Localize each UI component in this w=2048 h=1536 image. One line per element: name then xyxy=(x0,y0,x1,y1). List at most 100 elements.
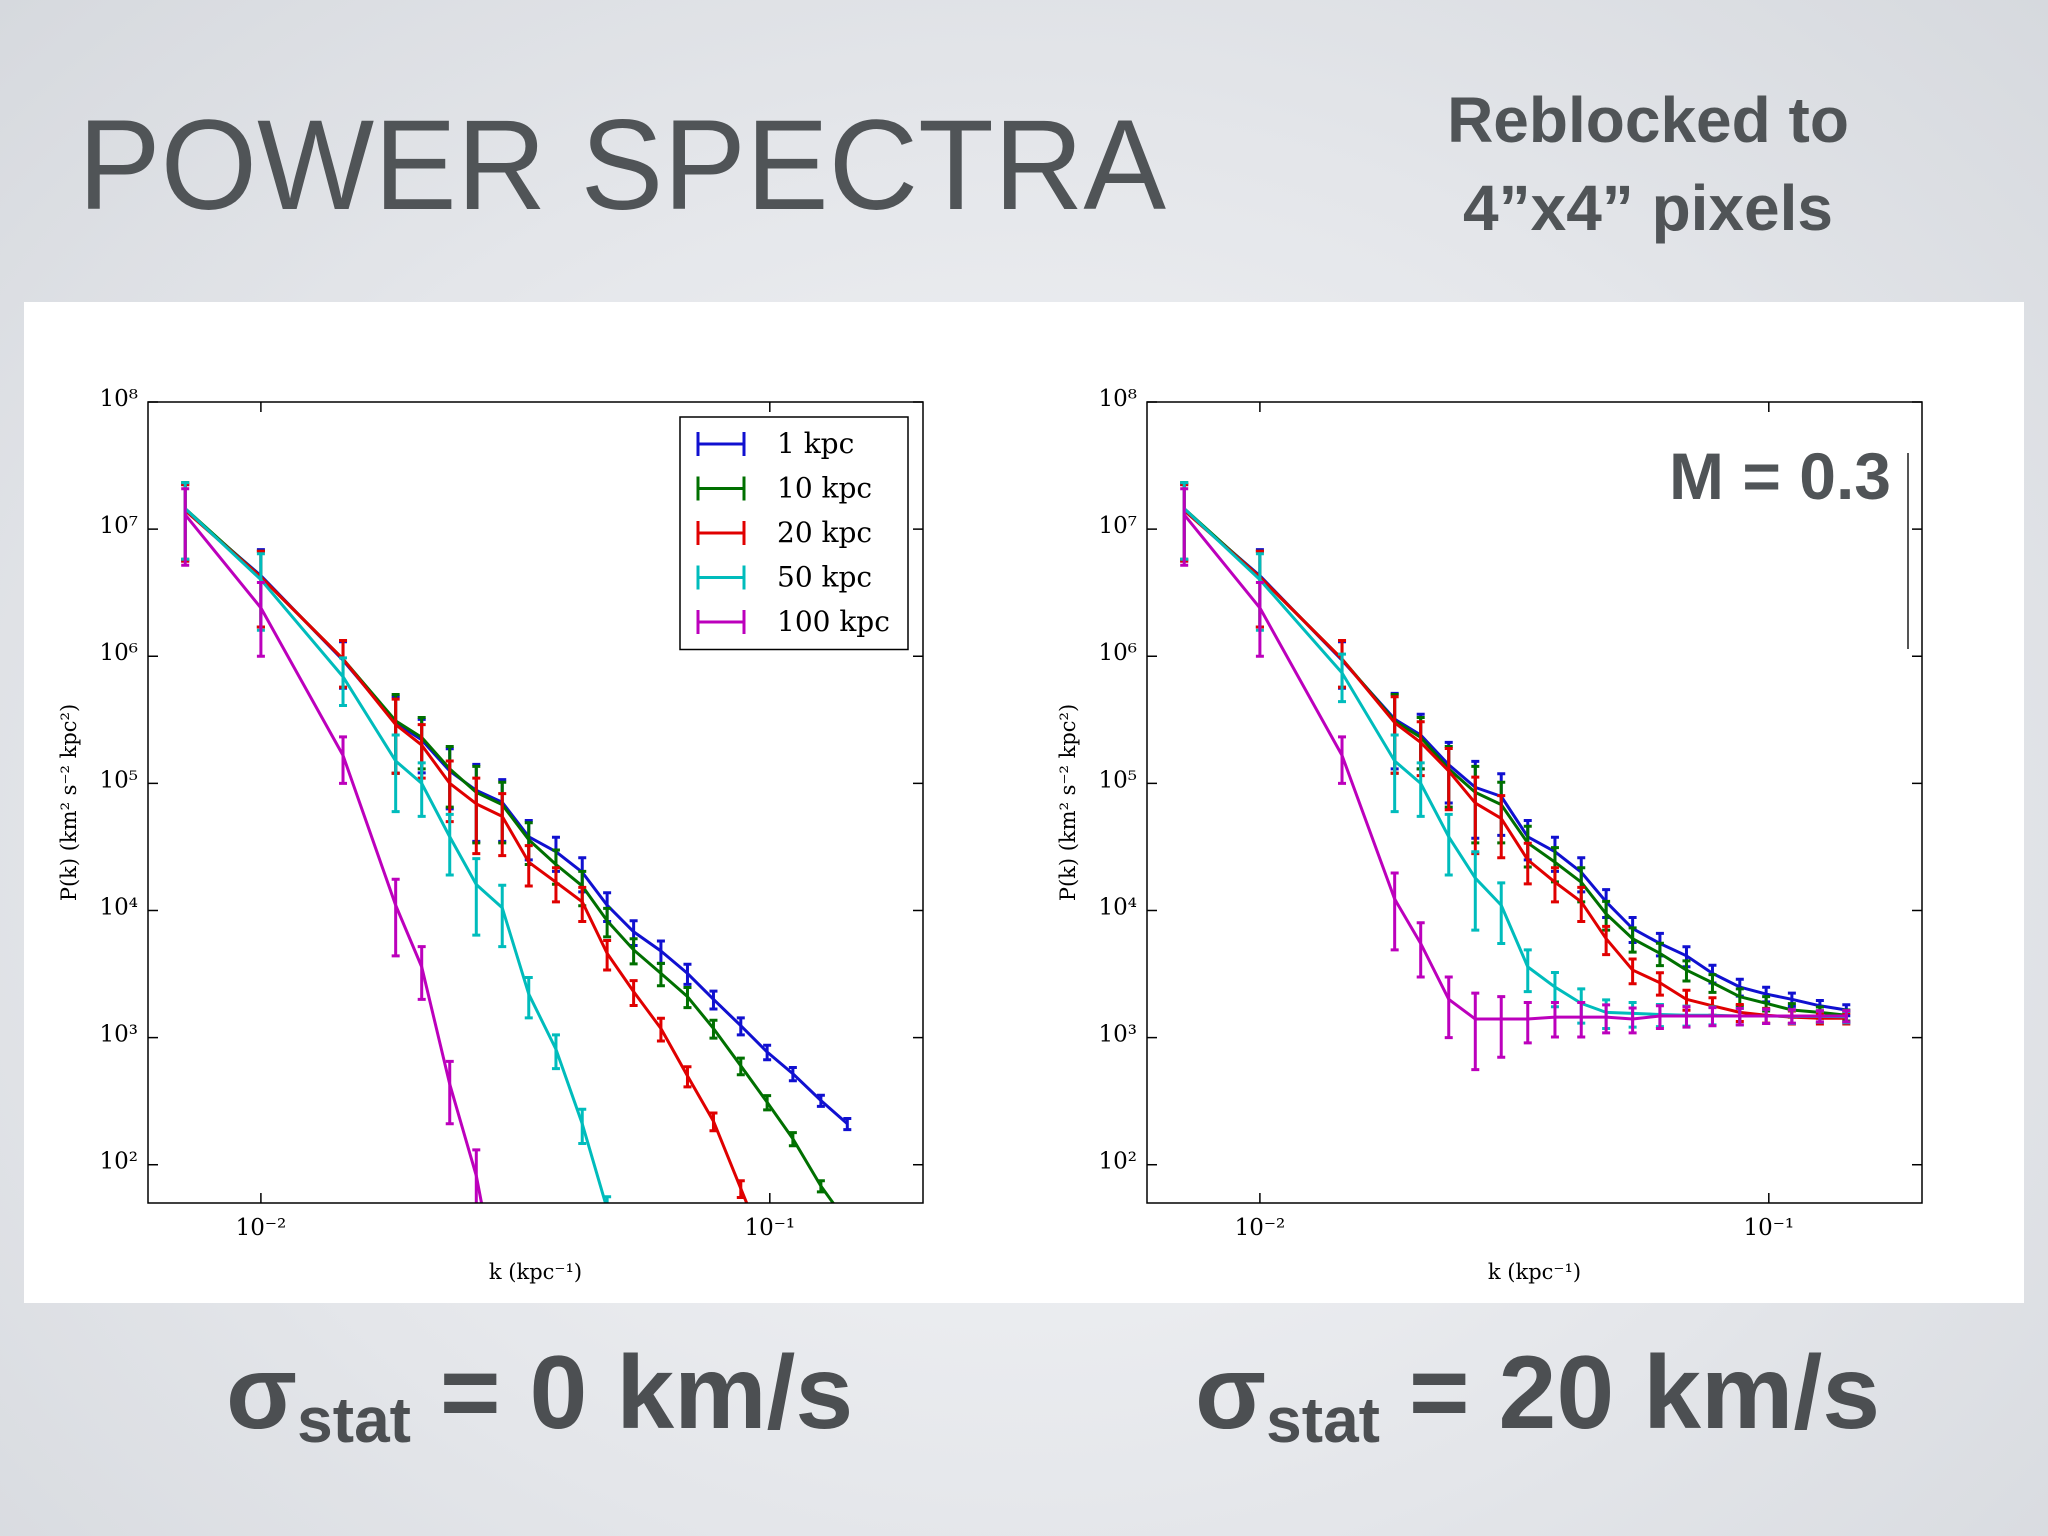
error-bar xyxy=(445,1059,454,1126)
error-bar xyxy=(1708,1006,1717,1028)
error-bar xyxy=(788,1131,797,1148)
error-bar xyxy=(1602,1003,1611,1035)
series-line xyxy=(184,509,749,1203)
error-bar xyxy=(843,1117,852,1132)
y-tick-label: 10⁴ xyxy=(1099,894,1138,920)
error-bar xyxy=(1416,761,1425,818)
error-bar xyxy=(1655,971,1664,997)
x-axis-label: k (kpc⁻¹) xyxy=(489,1260,582,1284)
y-axis-label: P(k) (km² s⁻² kpc²) xyxy=(57,704,81,901)
error-bar xyxy=(736,1016,745,1037)
error-bar xyxy=(524,844,533,888)
error-bar xyxy=(1815,1009,1824,1024)
error-bar xyxy=(656,961,665,988)
error-bar xyxy=(1787,1008,1796,1025)
error-bar xyxy=(1390,733,1399,814)
error-bar xyxy=(1497,995,1506,1059)
error-bar xyxy=(683,1065,692,1089)
slide-note: 4”x4” pixels xyxy=(1463,172,1833,244)
error-bar xyxy=(578,1107,587,1145)
error-bar xyxy=(603,906,612,939)
caption: σstat = 0 km/s xyxy=(226,1335,853,1456)
y-tick-label: 10⁸ xyxy=(100,386,139,412)
error-bar xyxy=(1842,1009,1851,1024)
plot-area xyxy=(181,481,852,1203)
y-tick-label: 10⁵ xyxy=(100,767,139,793)
error-bar xyxy=(1523,948,1532,994)
legend-swatch xyxy=(696,432,746,456)
plots: 10² 10³ 10⁴ 10⁵ 10⁶ 10⁷ 10⁸ 10⁻² 10⁻¹ k (kpc⁻¹) P(… xyxy=(57,386,1923,1284)
error-bar xyxy=(629,979,638,1007)
y-tick-label: 10⁷ xyxy=(1099,513,1138,539)
error-bar xyxy=(417,761,426,818)
error-bar xyxy=(603,939,612,972)
error-bar xyxy=(391,733,400,814)
chart: 10² 10³ 10⁴ 10⁵ 10⁶ 10⁷ 10⁸ 10⁻² 10⁻¹ k (kpc⁻¹) P(… xyxy=(57,386,924,1284)
error-bar xyxy=(472,776,481,856)
error-bar xyxy=(788,1065,797,1083)
error-bar xyxy=(1444,812,1453,877)
y-tick-label: 10⁴ xyxy=(100,894,139,920)
plot-frame xyxy=(1146,401,1923,1204)
error-bar xyxy=(1471,850,1480,932)
error-bar xyxy=(1762,1007,1771,1026)
error-bar xyxy=(1682,1005,1691,1029)
legend-swatch xyxy=(696,565,746,590)
y-tick-label: 10⁶ xyxy=(1099,640,1138,666)
error-bar xyxy=(736,1179,745,1200)
error-bar xyxy=(603,1195,612,1203)
legend-label: 50 kpc xyxy=(777,561,872,594)
error-bar xyxy=(1444,747,1453,812)
error-bar xyxy=(578,885,587,923)
caption-subscript: stat xyxy=(1266,1384,1380,1456)
legend-swatch xyxy=(696,521,746,545)
error-bar xyxy=(816,1179,825,1194)
legend-swatch xyxy=(696,476,746,501)
error-bar xyxy=(181,487,190,567)
y-axis-label: P(k) (km² s⁻² kpc²) xyxy=(1056,704,1080,901)
x-axis-label: k (kpc⁻¹) xyxy=(1488,1260,1581,1284)
error-bar xyxy=(1523,841,1532,886)
error-bar xyxy=(524,976,533,1020)
y-tick-label: 10⁷ xyxy=(100,513,139,539)
error-bar xyxy=(1416,921,1425,979)
error-bar xyxy=(1655,941,1664,968)
x-tick-label: 10⁻¹ xyxy=(744,1215,795,1241)
series-line xyxy=(184,513,484,1203)
caption-text: = 0 km/s xyxy=(411,1335,853,1451)
plot-area xyxy=(1180,481,1851,1072)
y-tick-label: 10² xyxy=(1099,1149,1138,1175)
error-bar xyxy=(683,985,692,1010)
caption-subscript: stat xyxy=(297,1384,411,1456)
error-bar xyxy=(1444,975,1453,1040)
error-bar xyxy=(1628,957,1637,986)
error-bar xyxy=(709,1018,718,1040)
error-bar xyxy=(709,989,718,1011)
error-bar xyxy=(1708,973,1717,994)
error-bar xyxy=(472,857,481,937)
caption: σstat = 20 km/s xyxy=(1195,1335,1880,1456)
error-bar xyxy=(1628,926,1637,954)
caption-symbol: σ xyxy=(226,1335,297,1451)
error-bar xyxy=(339,656,348,707)
error-bar xyxy=(736,1056,745,1077)
series-line xyxy=(184,507,607,1203)
legend-label: 20 kpc xyxy=(777,516,872,549)
error-bar xyxy=(1497,794,1506,860)
x-tick-label: 10⁻¹ xyxy=(1743,1215,1794,1241)
y-tick-label: 10⁶ xyxy=(100,640,139,666)
error-bar xyxy=(1471,991,1480,1072)
error-bar xyxy=(417,945,426,1001)
error-bar xyxy=(551,1033,560,1071)
error-bar xyxy=(763,1094,772,1112)
y-tick-label: 10³ xyxy=(1099,1022,1138,1048)
legend-label: 100 kpc xyxy=(777,605,890,638)
y-tick-label: 10³ xyxy=(100,1022,139,1048)
error-bar xyxy=(1255,581,1264,658)
slide-title: POWER SPECTRA xyxy=(78,94,1167,237)
slide-note: Reblocked to xyxy=(1447,84,1849,156)
caption-text: = 20 km/s xyxy=(1380,1335,1880,1451)
x-tick-label: 10⁻² xyxy=(236,1215,287,1241)
error-bar xyxy=(445,812,454,877)
